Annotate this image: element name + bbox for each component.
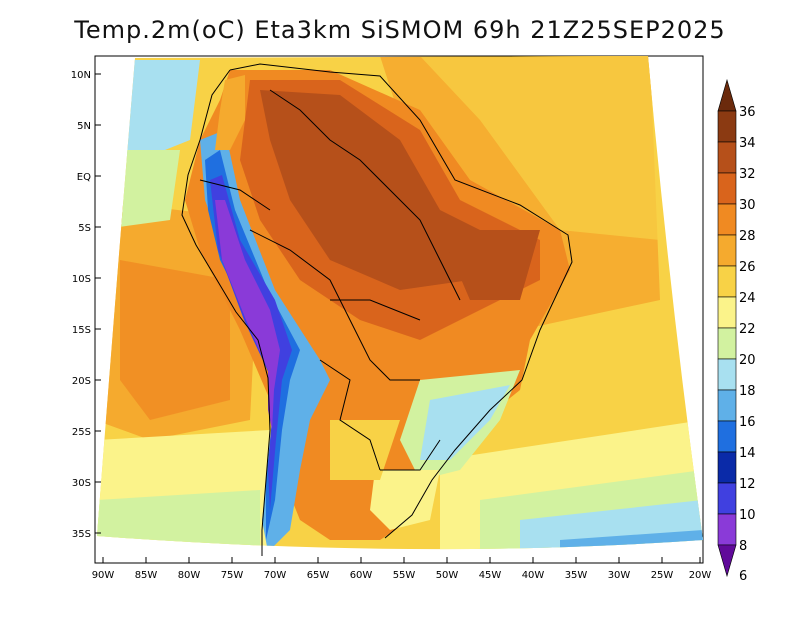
colorbar-label: 18 — [739, 384, 756, 399]
lat-label: 20S — [72, 376, 91, 387]
colorbar-label: 36 — [739, 105, 756, 120]
colorbar-segment — [717, 265, 737, 298]
lon-axis: 90W 85W 80W 75W 70W 65W 60W 55W 50W 45W … — [92, 557, 712, 581]
colorbar-segment — [717, 172, 737, 205]
lat-label: 35S — [72, 529, 91, 540]
lat-label: 5N — [77, 121, 91, 132]
colorbar-label: 14 — [739, 446, 756, 461]
lat-axis: 10N 5N EQ 5S 10S 15S 20S 25S 30S 35S — [71, 70, 101, 540]
colorbar-segment — [717, 358, 737, 391]
lon-label: 20W — [689, 570, 712, 581]
lon-label: 40W — [522, 570, 545, 581]
lon-label: 85W — [135, 570, 158, 581]
colorbar-segment — [717, 451, 737, 484]
colorbar-segment — [717, 544, 737, 578]
lon-label: 80W — [178, 570, 201, 581]
lon-label: 75W — [221, 570, 244, 581]
lon-label: 25W — [651, 570, 674, 581]
colorbar-segment — [717, 482, 737, 515]
colorbar-label: 16 — [739, 415, 756, 430]
colorbar-label: 8 — [739, 539, 747, 554]
lon-label: 35W — [565, 570, 588, 581]
colorbar-segment — [717, 420, 737, 453]
lat-label: EQ — [77, 172, 91, 183]
coastline-borders — [181, 63, 573, 556]
lat-label: 10S — [72, 274, 91, 285]
lat-label: 25S — [72, 427, 91, 438]
colorbar-segment — [717, 141, 737, 174]
colorbar-label: 6 — [739, 569, 747, 584]
colorbar-label: 12 — [739, 477, 756, 492]
colorbar-label: 20 — [739, 353, 756, 368]
map-title: Temp.2m(oC) Eta3km SiSMOM 69h 21Z25SEP20… — [74, 16, 726, 44]
colorbar-segment — [717, 389, 737, 422]
lon-label: 55W — [393, 570, 416, 581]
lat-label: 15S — [72, 325, 91, 336]
colorbar-segment — [717, 110, 737, 143]
colorbar-label: 22 — [739, 322, 756, 337]
colorbar-segment — [717, 234, 737, 267]
colorbar-label: 32 — [739, 167, 756, 182]
colorbar-label: 26 — [739, 260, 756, 275]
lon-label: 45W — [479, 570, 502, 581]
lon-label: 70W — [264, 570, 287, 581]
colorbar: 36 34 32 30 28 26 24 22 20 18 16 14 12 10 8 6 — [717, 78, 756, 584]
lat-label: 30S — [72, 478, 91, 489]
map-field — [97, 56, 703, 550]
lon-label: 30W — [608, 570, 631, 581]
colorbar-label: 24 — [739, 291, 756, 306]
colorbar-segment — [717, 78, 737, 112]
colorbar-segment — [717, 513, 737, 546]
lon-label: 65W — [307, 570, 330, 581]
lat-label: 5S — [78, 223, 91, 234]
colorbar-label: 10 — [739, 508, 756, 523]
lon-label: 50W — [436, 570, 459, 581]
colorbar-label: 34 — [739, 136, 756, 151]
lon-label: 90W — [92, 570, 115, 581]
colorbar-segment — [717, 203, 737, 236]
colorbar-segment — [717, 327, 737, 360]
lat-label: 10N — [71, 70, 91, 81]
colorbar-label: 28 — [739, 229, 756, 244]
colorbar-segment — [717, 296, 737, 329]
lon-label: 60W — [350, 570, 373, 581]
colorbar-label: 30 — [739, 198, 756, 213]
